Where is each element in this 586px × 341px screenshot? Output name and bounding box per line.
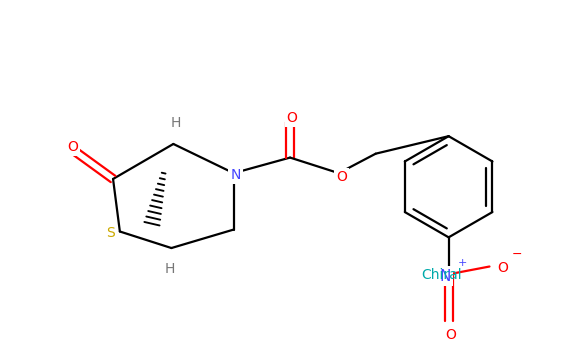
- Text: S: S: [105, 226, 114, 240]
- Text: H: H: [164, 263, 175, 277]
- Text: −: −: [512, 248, 522, 261]
- Text: O: O: [445, 328, 456, 341]
- Text: O: O: [287, 111, 298, 125]
- Text: O: O: [67, 140, 77, 154]
- Text: Chiral: Chiral: [421, 268, 462, 282]
- Text: N: N: [230, 168, 241, 182]
- Text: N: N: [439, 269, 451, 284]
- Text: +: +: [458, 258, 467, 268]
- Text: O: O: [336, 170, 347, 184]
- Text: H: H: [171, 116, 182, 130]
- Text: O: O: [498, 262, 509, 276]
